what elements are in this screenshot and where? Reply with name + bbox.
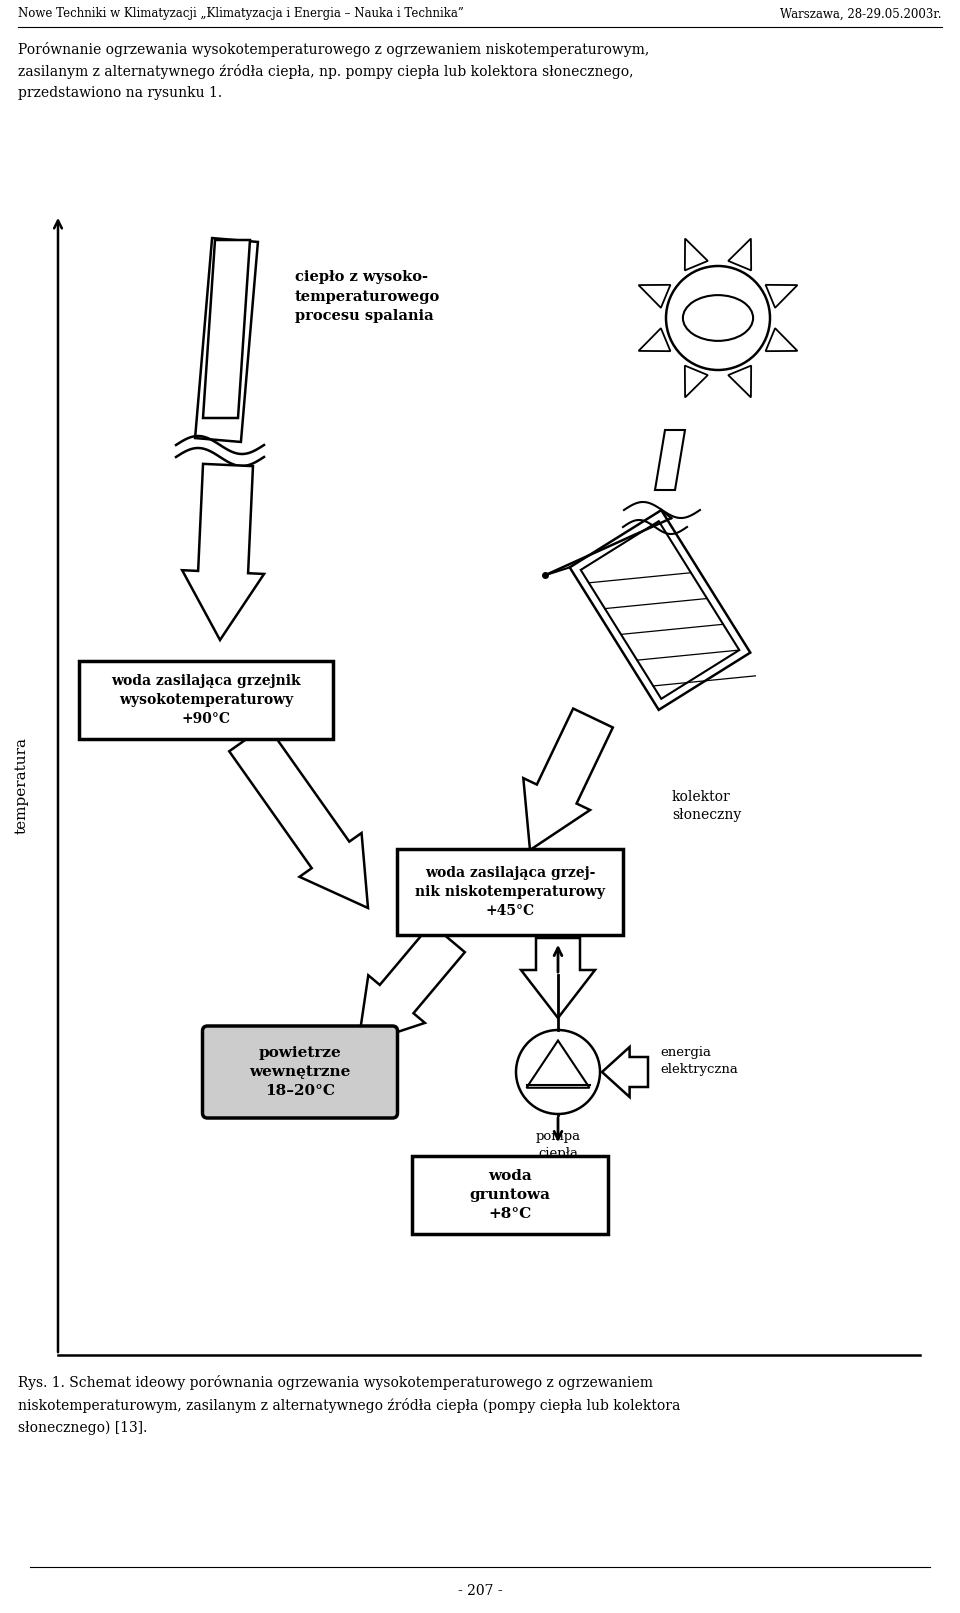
Polygon shape (229, 724, 368, 908)
Text: woda zasilająca grzej-
nik niskotemperaturowy
+45°C: woda zasilająca grzej- nik niskotemperat… (415, 866, 605, 918)
Text: kolektor
słoneczny: kolektor słoneczny (672, 790, 741, 823)
Polygon shape (182, 465, 264, 640)
Text: temperatura: temperatura (15, 737, 29, 834)
FancyBboxPatch shape (397, 848, 623, 936)
Text: powietrze
wewnętrzne
18–20°C: powietrze wewnętrzne 18–20°C (250, 1047, 350, 1098)
Polygon shape (521, 939, 595, 1018)
Text: przedstawiono na rysunku 1.: przedstawiono na rysunku 1. (18, 85, 222, 100)
FancyBboxPatch shape (412, 1157, 608, 1234)
Text: ciepło z wysoko-
temperaturowego
procesu spalania: ciepło z wysoko- temperaturowego procesu… (295, 269, 441, 323)
Text: Rys. 1. Schemat ideowy porównania ogrzewania wysokotemperaturowego z ogrzewaniem: Rys. 1. Schemat ideowy porównania ogrzew… (18, 1374, 653, 1390)
Text: Warszawa, 28-29.05.2003r.: Warszawa, 28-29.05.2003r. (780, 8, 942, 21)
Text: woda zasilająca grzejnik
wysokotemperaturowy
+90°C: woda zasilająca grzejnik wysokotemperatu… (111, 674, 300, 726)
Text: niskotemperaturowym, zasilanym z alternatywnego źródła ciepła (pompy ciepła lub : niskotemperaturowym, zasilanym z alterna… (18, 1398, 681, 1413)
Polygon shape (655, 431, 685, 490)
FancyBboxPatch shape (203, 1026, 397, 1118)
Polygon shape (195, 239, 258, 442)
Text: zasilanym z alternatywnego źródła ciepła, np. pompy ciepła lub kolektora słonecz: zasilanym z alternatywnego źródła ciepła… (18, 65, 634, 79)
Text: Nowe Techniki w Klimatyzacji „Klimatyzacja i Energia – Nauka i Technika”: Nowe Techniki w Klimatyzacji „Klimatyzac… (18, 8, 464, 21)
Text: słonecznego) [13].: słonecznego) [13]. (18, 1421, 148, 1436)
Text: pompa
ciepła: pompa ciepła (536, 1131, 581, 1160)
Text: woda
gruntowa
+8°C: woda gruntowa +8°C (469, 1169, 550, 1221)
FancyBboxPatch shape (79, 661, 333, 739)
Text: Porównanie ogrzewania wysokotemperaturowego z ogrzewaniem niskotemperaturowym,: Porównanie ogrzewania wysokotemperaturow… (18, 42, 649, 56)
Text: energia
elektryczna: energia elektryczna (660, 1045, 738, 1076)
Polygon shape (602, 1047, 648, 1097)
Polygon shape (203, 240, 250, 418)
Polygon shape (358, 924, 465, 1045)
Polygon shape (523, 708, 612, 850)
Text: - 207 -: - 207 - (458, 1584, 502, 1598)
